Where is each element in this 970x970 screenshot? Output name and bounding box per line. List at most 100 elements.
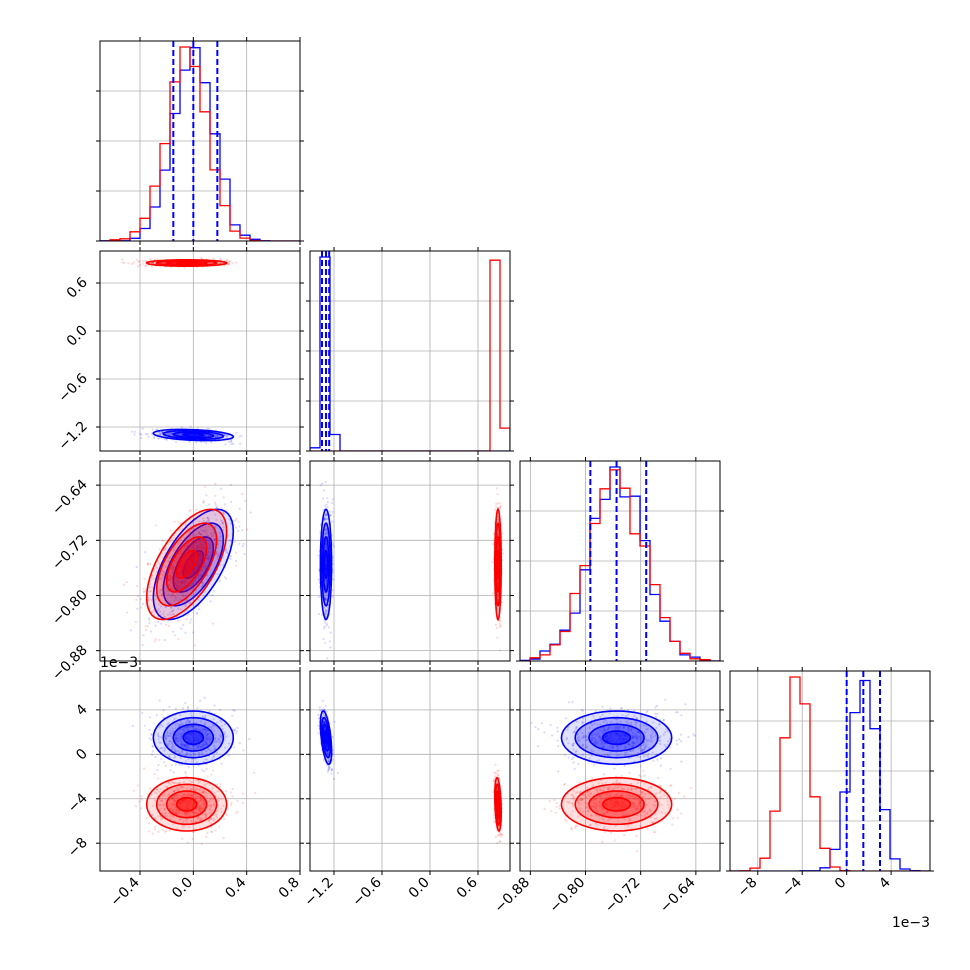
sample-point [179, 565, 182, 568]
sample-point [189, 754, 192, 757]
sample-point [212, 755, 216, 758]
sample-point [173, 594, 176, 597]
sample-point [163, 808, 166, 811]
sample-point [205, 762, 208, 765]
sample-point [136, 784, 139, 787]
sample-point [174, 812, 177, 815]
sample-point [201, 525, 204, 529]
sample-point [170, 587, 173, 590]
sample-point [495, 487, 498, 490]
sample-point [196, 576, 199, 580]
sample-point [165, 735, 168, 738]
sample-point [185, 801, 188, 804]
sample-point [199, 819, 202, 822]
sample-point [200, 574, 203, 577]
sample-point [197, 574, 200, 577]
sample-point [144, 604, 147, 607]
sample-point [175, 809, 178, 812]
sample-point [329, 631, 332, 634]
sample-point [210, 441, 213, 444]
sample-point [185, 558, 188, 562]
sample-point [212, 534, 215, 537]
sample-point [332, 749, 335, 752]
sample-point [199, 720, 203, 723]
sample-point [183, 799, 186, 802]
sample-point [169, 769, 172, 772]
sample-point [163, 746, 166, 749]
sample-point [190, 748, 193, 751]
sample-point [215, 553, 218, 556]
sample-point [215, 814, 218, 818]
sample-point [164, 811, 167, 815]
sample-point [498, 622, 501, 625]
sample-point [161, 747, 164, 750]
sample-point [130, 430, 133, 433]
sample-point [137, 260, 140, 263]
sample-point [172, 815, 175, 818]
sample-point [191, 546, 195, 549]
sample-point [151, 753, 154, 756]
sample-point [197, 739, 200, 743]
sample-point [202, 501, 205, 504]
sample-point [179, 550, 182, 553]
sample-point [176, 592, 180, 595]
sample-point [197, 764, 200, 767]
sample-point [213, 748, 216, 752]
sample-point [190, 733, 193, 737]
sample-point [140, 798, 143, 801]
sample-point [206, 557, 209, 561]
sample-point [163, 761, 166, 764]
sample-point [168, 600, 171, 603]
sample-point [233, 540, 236, 543]
sample-point [207, 547, 210, 550]
sample-point [148, 737, 151, 740]
sample-point [170, 796, 173, 799]
sample-point [198, 515, 201, 518]
sample-point [200, 588, 203, 592]
sample-point [210, 535, 213, 538]
sample-point [205, 531, 208, 535]
sample-point [160, 573, 163, 576]
sample-point [209, 799, 212, 802]
sample-point [210, 532, 213, 535]
sample-point [329, 646, 332, 649]
sample-point [155, 576, 158, 580]
sample-point [166, 589, 169, 592]
sample-point [324, 621, 327, 624]
sample-point [167, 625, 170, 628]
sample-point [162, 574, 165, 577]
sample-point [167, 574, 171, 578]
sample-point [182, 547, 185, 550]
sample-point [173, 559, 176, 562]
sample-point [192, 558, 195, 561]
sample-point [172, 803, 175, 807]
sample-point [198, 554, 201, 557]
sample-point [161, 800, 164, 803]
sample-point [154, 828, 157, 831]
sample-point [497, 825, 501, 828]
sample-point [161, 725, 164, 728]
sample-point [140, 433, 143, 436]
sample-point [181, 551, 184, 555]
sample-point [194, 580, 197, 583]
sample-point [182, 595, 185, 598]
sample-point [179, 566, 182, 569]
sample-point [162, 709, 165, 712]
sample-point [168, 432, 171, 435]
sample-point [216, 783, 219, 787]
sample-point [193, 748, 197, 751]
sample-point [179, 574, 183, 577]
sample-point [204, 568, 207, 571]
sample-point [180, 743, 183, 746]
sample-point [191, 837, 194, 841]
sample-point [158, 432, 162, 435]
sample-point [172, 565, 175, 569]
sample-point [230, 439, 233, 442]
sample-point [203, 791, 206, 794]
sample-point [331, 735, 334, 739]
sample-point [183, 744, 186, 747]
sample-point [201, 547, 204, 550]
sample-point [178, 818, 181, 822]
sample-point [166, 723, 169, 726]
sample-point [195, 779, 198, 782]
